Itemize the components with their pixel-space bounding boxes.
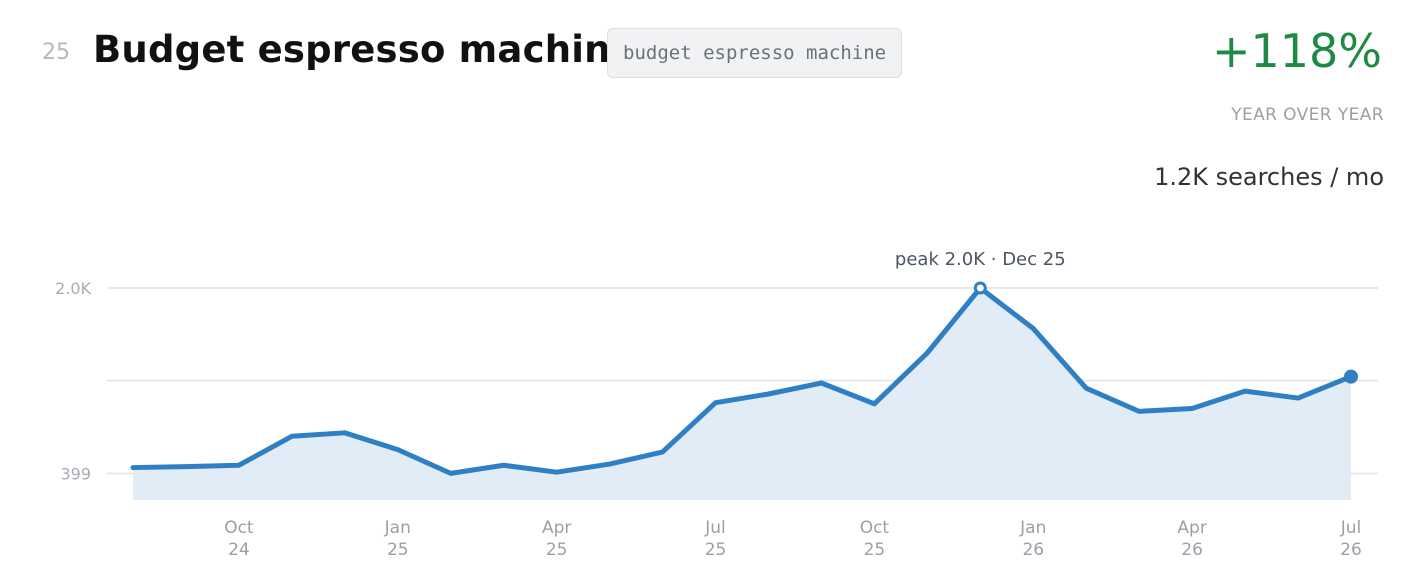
y-tick-label: 2.0K xyxy=(55,279,91,298)
growth-value: +118% xyxy=(1211,24,1382,78)
x-tick-label: 24 xyxy=(228,540,250,560)
growth-label: YEAR OVER YEAR xyxy=(1231,105,1384,125)
series-area xyxy=(133,288,1351,500)
peak-label: peak 2.0K · Dec 25 xyxy=(895,249,1066,270)
x-tick-label: Jan xyxy=(1019,518,1046,538)
x-tick-label: Apr xyxy=(542,518,571,538)
x-tick-label: Oct xyxy=(860,518,890,538)
rank-number: 25 xyxy=(42,40,70,65)
x-tick-label: Jul xyxy=(1340,518,1362,538)
x-tick-label: Jan xyxy=(384,518,411,538)
x-tick-label: Apr xyxy=(1177,518,1206,538)
x-tick-label: 26 xyxy=(1022,540,1044,560)
keyword-chip[interactable]: budget espresso machine xyxy=(607,28,903,78)
last-point xyxy=(1344,369,1358,384)
search-volume: 1.2K searches / mo xyxy=(1154,163,1384,191)
x-tick-label: 26 xyxy=(1181,540,1203,560)
x-tick-label: 25 xyxy=(705,540,727,560)
page-title: Budget espresso machines xyxy=(93,28,659,71)
x-tick-label: Oct xyxy=(224,518,254,538)
x-tick-label: 26 xyxy=(1340,540,1362,560)
peak-point xyxy=(973,281,987,295)
x-tick-label: 25 xyxy=(864,540,886,560)
x-tick-label: 25 xyxy=(387,540,409,560)
x-tick-label: Jul xyxy=(704,518,726,538)
series-line xyxy=(130,285,1354,476)
x-tick-label: 25 xyxy=(546,540,568,560)
y-tick-label: 399 xyxy=(60,464,91,483)
